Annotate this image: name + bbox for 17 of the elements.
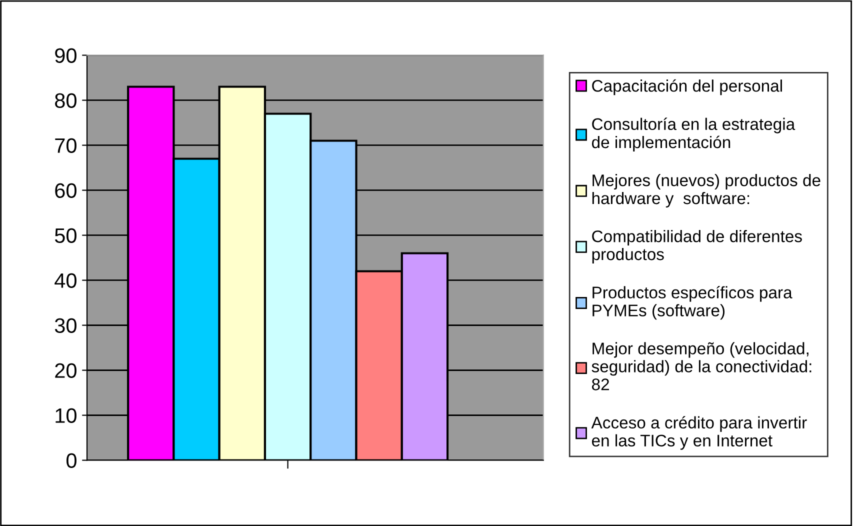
legend-label: Compatibilidad de diferentes productos xyxy=(592,230,802,264)
y-tick-label: 30 xyxy=(54,318,76,333)
y-tick-label: 70 xyxy=(55,138,76,153)
legend-label: Mejores (nuevos) productos de hardware y software: xyxy=(592,174,820,208)
y-tick-label: 40 xyxy=(54,273,76,288)
y-tick-label: 60 xyxy=(55,183,76,198)
y-tick-label: 20 xyxy=(55,363,76,378)
legend-label: Capacitación del personal xyxy=(592,79,782,96)
y-tick-label: 50 xyxy=(54,228,76,243)
legend-label: Acceso a crédito para invertir en las TICs y en Internet xyxy=(591,416,807,450)
y-tick-label: 90 xyxy=(55,48,76,63)
y-tick-label: 10 xyxy=(56,408,76,423)
legend-label: Consultoría en la estrategia de implementación xyxy=(592,118,796,152)
y-tick-label: 0 xyxy=(66,453,76,468)
legend-label: Productos específicos para PYMEs (software) xyxy=(592,286,792,320)
legend-label: Mejor desempeño (velocidad, seguridad) de la conectividad: 82 xyxy=(592,342,812,390)
y-tick-label: 80 xyxy=(55,93,76,108)
